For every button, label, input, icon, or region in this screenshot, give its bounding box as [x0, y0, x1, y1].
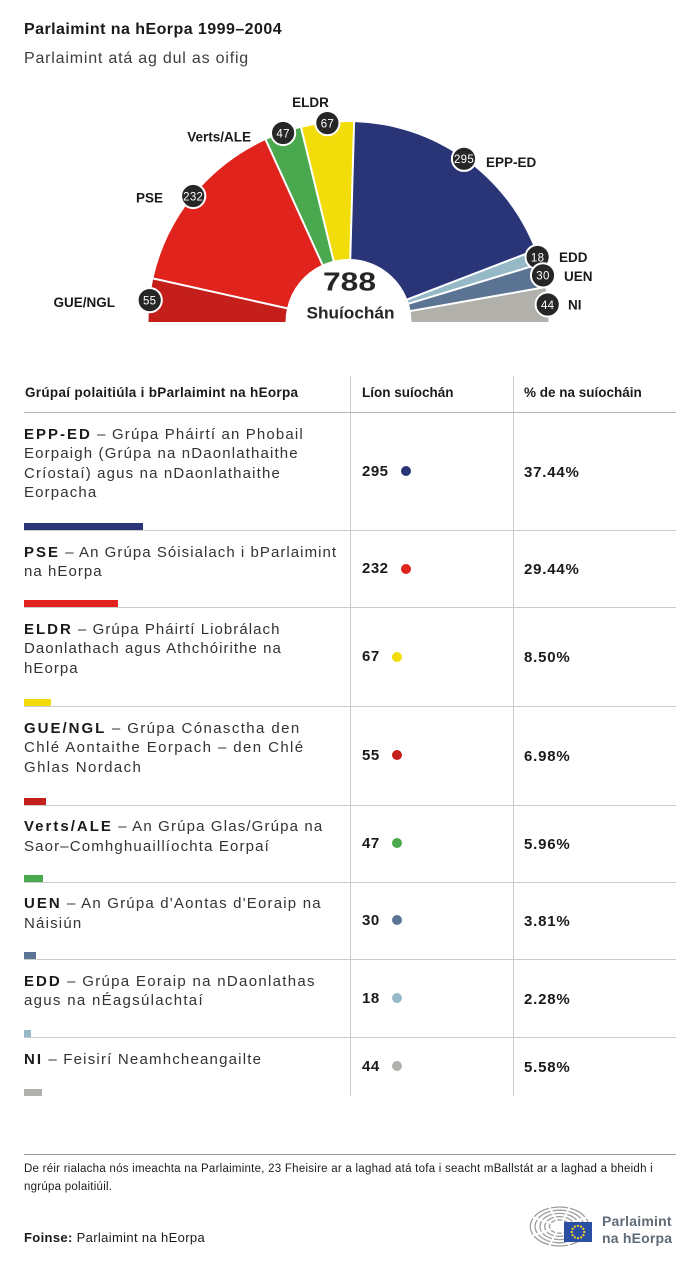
svg-text:NI: NI [568, 298, 582, 313]
svg-text:Verts/ALE: Verts/ALE [187, 130, 251, 145]
svg-text:47: 47 [276, 128, 289, 140]
svg-text:Shuíochán: Shuíochán [307, 305, 395, 323]
svg-text:ELDR: ELDR [292, 95, 329, 110]
svg-text:Parlaimint: Parlaimint [602, 1213, 672, 1229]
svg-text:EPP-ED: EPP-ED [486, 155, 537, 170]
svg-text:55: 55 [143, 295, 156, 307]
svg-text:30: 30 [536, 271, 549, 283]
svg-text:na hEorpa: na hEorpa [602, 1230, 672, 1246]
svg-text:PSE: PSE [136, 191, 163, 206]
svg-text:232: 232 [183, 191, 203, 203]
svg-text:EDD: EDD [559, 250, 588, 265]
svg-text:UEN: UEN [564, 269, 593, 284]
svg-text:GUE/NGL: GUE/NGL [53, 295, 115, 310]
svg-text:788: 788 [323, 269, 376, 297]
svg-text:295: 295 [454, 154, 474, 166]
svg-text:67: 67 [321, 118, 334, 130]
svg-text:44: 44 [541, 300, 555, 312]
svg-text:18: 18 [531, 252, 544, 264]
